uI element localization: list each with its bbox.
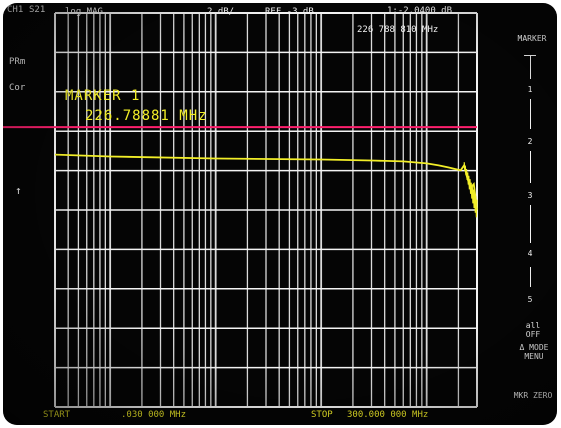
softkey-marker-5[interactable]: 5 <box>527 295 533 304</box>
softkey-bar <box>530 267 531 287</box>
parameter-label: S21 <box>29 5 46 15</box>
softkey-all-off-line1: all <box>525 321 541 330</box>
analyzer-screen: CH1 S21 log MAG 2 dB/ REF -3 dB 1:-2.040… <box>3 3 557 425</box>
marker-frequency-readout: 226 788 810 MHz <box>357 25 439 35</box>
format-label: log MAG <box>65 7 103 17</box>
marker-readout: 1:-2.0400 dB <box>387 6 453 16</box>
softkey-bar <box>530 55 531 79</box>
softkey-mode-line2: MENU <box>524 352 544 361</box>
softkey-mode-line1: Δ MODE <box>519 343 549 352</box>
start-label: START <box>43 410 71 420</box>
softkey-marker-4[interactable]: 4 <box>527 249 533 258</box>
marker-menu-title: MARKER <box>517 34 547 43</box>
start-value: .030 000 MHz <box>121 410 187 420</box>
scale-label: 2 dB/ <box>207 7 235 17</box>
stop-label: STOP <box>311 410 333 420</box>
reference-label: REF -3 dB <box>265 7 314 17</box>
channel-label: CH1 <box>7 5 24 15</box>
softkey-bar <box>530 205 531 243</box>
marker-title: MARKER 1 <box>65 88 141 104</box>
softkey-delta-mode-menu[interactable]: Δ MODE MENU <box>511 343 557 361</box>
correction-indicator: Cor <box>9 83 26 93</box>
softkey-marker-2[interactable]: 2 <box>527 137 533 146</box>
pra-indicator: PRm <box>9 57 26 67</box>
softkey-bar <box>530 99 531 129</box>
plot-area <box>3 12 478 408</box>
softkey-all-off[interactable]: all OFF <box>519 321 547 339</box>
softkey-bar <box>530 151 531 183</box>
softkey-all-off-line2: OFF <box>525 330 541 339</box>
softkey-marker-3[interactable]: 3 <box>527 191 533 200</box>
reference-position-arrow: ↑ <box>15 184 22 197</box>
softkey-mkr-zero[interactable]: MKR ZERO <box>513 391 553 400</box>
softkey-marker-1[interactable]: 1 <box>527 85 533 94</box>
stop-value: 300.000 000 MHz <box>347 410 429 420</box>
marker-value: 226.78881 MHz <box>85 108 208 124</box>
